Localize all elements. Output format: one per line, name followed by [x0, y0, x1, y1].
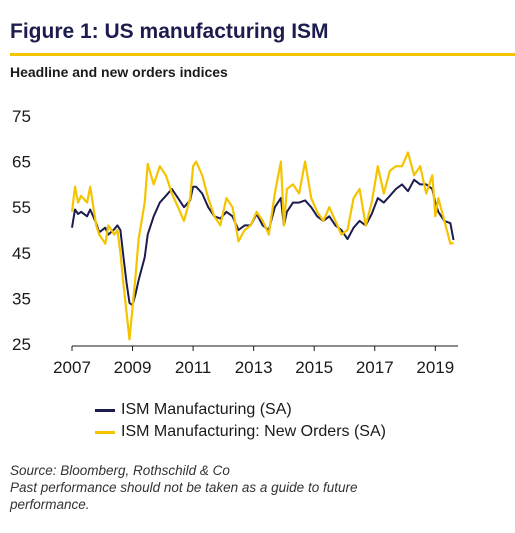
x-axis-ticks: 2007 2009 2011 2013 2015 2017 2019 [53, 346, 454, 377]
x-tick-label: 2015 [295, 358, 333, 377]
y-axis-ticks: 25 35 45 55 65 75 [12, 107, 31, 354]
y-tick-label: 55 [12, 198, 31, 217]
chart-subtitle: Headline and new orders indices [10, 64, 228, 80]
legend-item-ism-manufacturing: ISM Manufacturing (SA) [95, 399, 386, 421]
x-tick-label: 2009 [114, 358, 152, 377]
legend-item-new-orders: ISM Manufacturing: New Orders (SA) [95, 421, 386, 443]
series-line-new-orders [70, 151, 454, 341]
legend-label-new-orders: ISM Manufacturing: New Orders (SA) [121, 423, 386, 440]
y-tick-label: 65 [12, 153, 31, 172]
y-tick-label: 45 [12, 244, 31, 263]
legend-swatch-navy [95, 408, 115, 412]
y-tick-label: 25 [12, 335, 31, 354]
source-line: Source: Bloomberg, Rothschild & Co [10, 463, 230, 478]
x-tick-label: 2011 [175, 358, 212, 377]
x-tick-label: 2007 [53, 358, 91, 377]
legend-label-ism-manufacturing: ISM Manufacturing (SA) [121, 401, 292, 418]
source-note: Source: Bloomberg, Rothschild & Co Past … [10, 462, 510, 513]
chart-title: Figure 1: US manufacturing ISM [10, 20, 329, 43]
title-underline-rule [10, 53, 515, 56]
y-tick-label: 35 [12, 289, 31, 308]
legend-swatch-gold [95, 430, 115, 434]
series-line-ism-manufacturing [71, 178, 455, 307]
disclaimer-line: Past performance should not be taken as … [10, 480, 358, 495]
y-tick-label: 75 [12, 107, 31, 126]
series-lines [70, 151, 455, 341]
x-tick-label: 2017 [356, 358, 394, 377]
x-tick-label: 2013 [235, 358, 273, 377]
x-tick-label: 2019 [416, 358, 454, 377]
legend: ISM Manufacturing (SA) ISM Manufacturing… [95, 399, 386, 443]
line-chart: 25 35 45 55 65 75 2007 2009 2011 2013 2015 2017 201… [12, 107, 458, 377]
disclaimer-line-continued: performance. [10, 497, 90, 512]
